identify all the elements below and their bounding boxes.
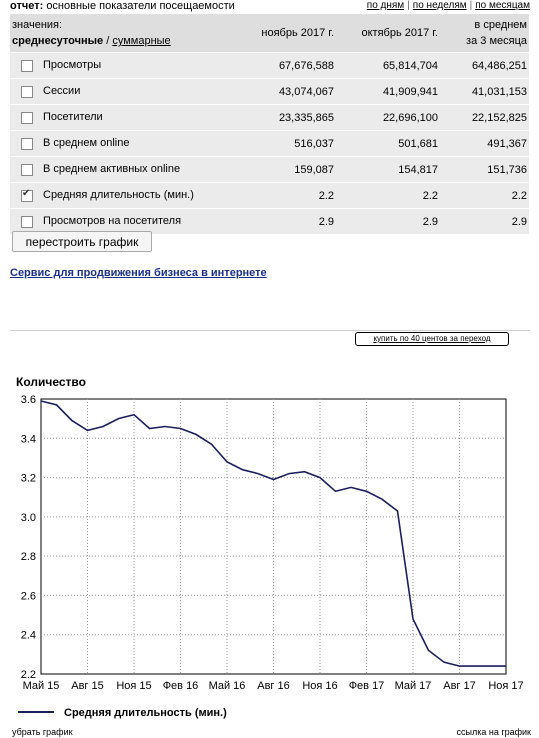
period-link-months[interactable]: по месяцам [475,0,530,11]
metric-value-avg: 491,367 [440,130,529,157]
metric-value-avg: 22,152,825 [440,104,529,131]
x-tick-label: Ноя 16 [302,680,337,692]
metric-name: Сессии [43,85,81,98]
plot-area [40,398,507,675]
metric-name: В среднем online [43,137,130,150]
metric-value-oct: 2.2 [336,182,440,209]
period-link-days[interactable]: по дням [366,0,405,11]
metric-name: В среднем активных online [43,163,181,176]
x-tick-label: Ноя 17 [488,680,523,692]
metric-row: В среднем online 516,037 501,681 491,367 [10,130,529,157]
metric-row: Сессии 43,074,067 41,909,941 41,031,153 [10,78,529,105]
report-title: основные показатели посещаемости [46,0,235,12]
x-tick-label: Фев 16 [163,680,199,692]
metric-value-oct: 501,681 [336,130,440,157]
x-tick-label: Авг 16 [257,680,289,692]
column-header-oct: октябрь 2017 г. [336,14,440,53]
metric-name: Просмотров на посетителя [43,215,182,228]
metric-value-nov: 67,676,588 [224,52,336,79]
stats-header-row: значения: среднесуточные / суммарные ноя… [10,14,529,53]
divider [10,330,530,331]
period-link-weeks[interactable]: по неделям [412,0,467,11]
metric-value-nov: 23,335,865 [224,104,336,131]
metric-value-avg: 2.2 [440,182,529,209]
y-tick-label: 2.8 [21,551,36,563]
x-tick-label: Май 17 [395,680,432,692]
metric-checkbox[interactable] [21,111,33,124]
metric-value-avg: 64,486,251 [440,52,529,79]
x-tick-label: Май 15 [23,680,60,692]
metric-row: Просмотры 67,676,588 65,814,704 64,486,251 [10,52,529,79]
promo-link[interactable]: Сервис для продвижения бизнеса в интерне… [10,267,267,279]
mode-total-link[interactable]: суммарные [112,35,171,47]
chart: Количество 3.6 3.4 3.2 3.0 2.8 2.6 2.4 2.2 Май 15… [0,372,539,738]
values-mode-cell: значения: среднесуточные / суммарные [10,14,224,53]
y-tick-label: 3.0 [21,512,36,524]
metric-value-avg: 41,031,153 [440,78,529,105]
y-tick-label: 3.4 [21,433,36,445]
metric-checkbox[interactable] [21,85,33,98]
metric-value-oct: 22,696,100 [336,104,440,131]
metric-name: Средняя длительность (мин.) [43,189,194,202]
metric-value-oct: 41,909,941 [336,78,440,105]
stats-table: значения: среднесуточные / суммарные ноя… [10,14,529,234]
buy-clicks-button[interactable]: купить по 40 центов за переход [355,332,509,346]
metric-row: Средняя длительность (мин.)2.22.22.2 [10,182,529,209]
metric-checkbox[interactable] [21,163,33,176]
metric-row: Посетители 23,335,865 22,696,100 22,152,825 [10,104,529,131]
column-header-avg: в среднем за 3 месяца [440,14,529,53]
report-label: отчет: [10,0,44,12]
metric-value-nov: 43,074,067 [224,78,336,105]
metric-checkbox[interactable] [21,188,33,202]
metric-value-nov: 516,037 [224,130,336,157]
metric-value-nov: 2.9 [224,208,336,234]
metric-name: Посетители [43,111,103,124]
legend-label: Средняя длительность (мин.) [64,707,227,719]
y-tick-label: 2.2 [21,669,36,681]
metric-name: Просмотры [43,59,102,72]
chart-link[interactable]: ссылка на график [456,727,531,737]
series-line [40,400,506,667]
period-links: по дням | по неделям | по месяцам [366,0,530,11]
rebuild-chart-button[interactable]: перестроить график [12,231,152,252]
y-tick-label: 3.6 [21,394,36,406]
metric-value-oct: 2.9 [336,208,440,234]
x-tick-label: Фев 17 [349,680,385,692]
mode-daily: среднесуточные [12,35,104,47]
y-tick-label: 2.6 [21,590,36,602]
values-label: значения: [12,19,63,31]
report-header: отчет: основные показатели посещаемости … [10,0,530,14]
x-tick-label: Ноя 15 [116,680,151,692]
x-tick-label: Май 16 [209,680,246,692]
metric-value-nov: 2.2 [224,182,336,209]
metric-checkbox[interactable] [21,137,33,150]
y-tick-label: 2.4 [21,630,36,642]
column-header-nov: ноябрь 2017 г. [224,14,336,53]
metric-value-oct: 154,817 [336,156,440,183]
metric-checkbox[interactable] [21,59,33,72]
y-tick-label: 3.2 [21,473,36,485]
x-tick-label: Авг 17 [443,680,475,692]
remove-chart-link[interactable]: убрать график [12,727,73,737]
metric-checkbox[interactable] [21,215,33,228]
metric-row: В среднем активных online 159,087 154,817 1… [10,156,529,183]
metric-row: Просмотров на посетителя 2.9 2.9 2.9 [10,208,529,234]
metric-value-avg: 2.9 [440,208,529,234]
metric-value-avg: 151,736 [440,156,529,183]
x-tick-label: Авг 15 [71,680,103,692]
chart-title: Количество [16,375,86,389]
metric-value-oct: 65,814,704 [336,52,440,79]
metric-value-nov: 159,087 [224,156,336,183]
